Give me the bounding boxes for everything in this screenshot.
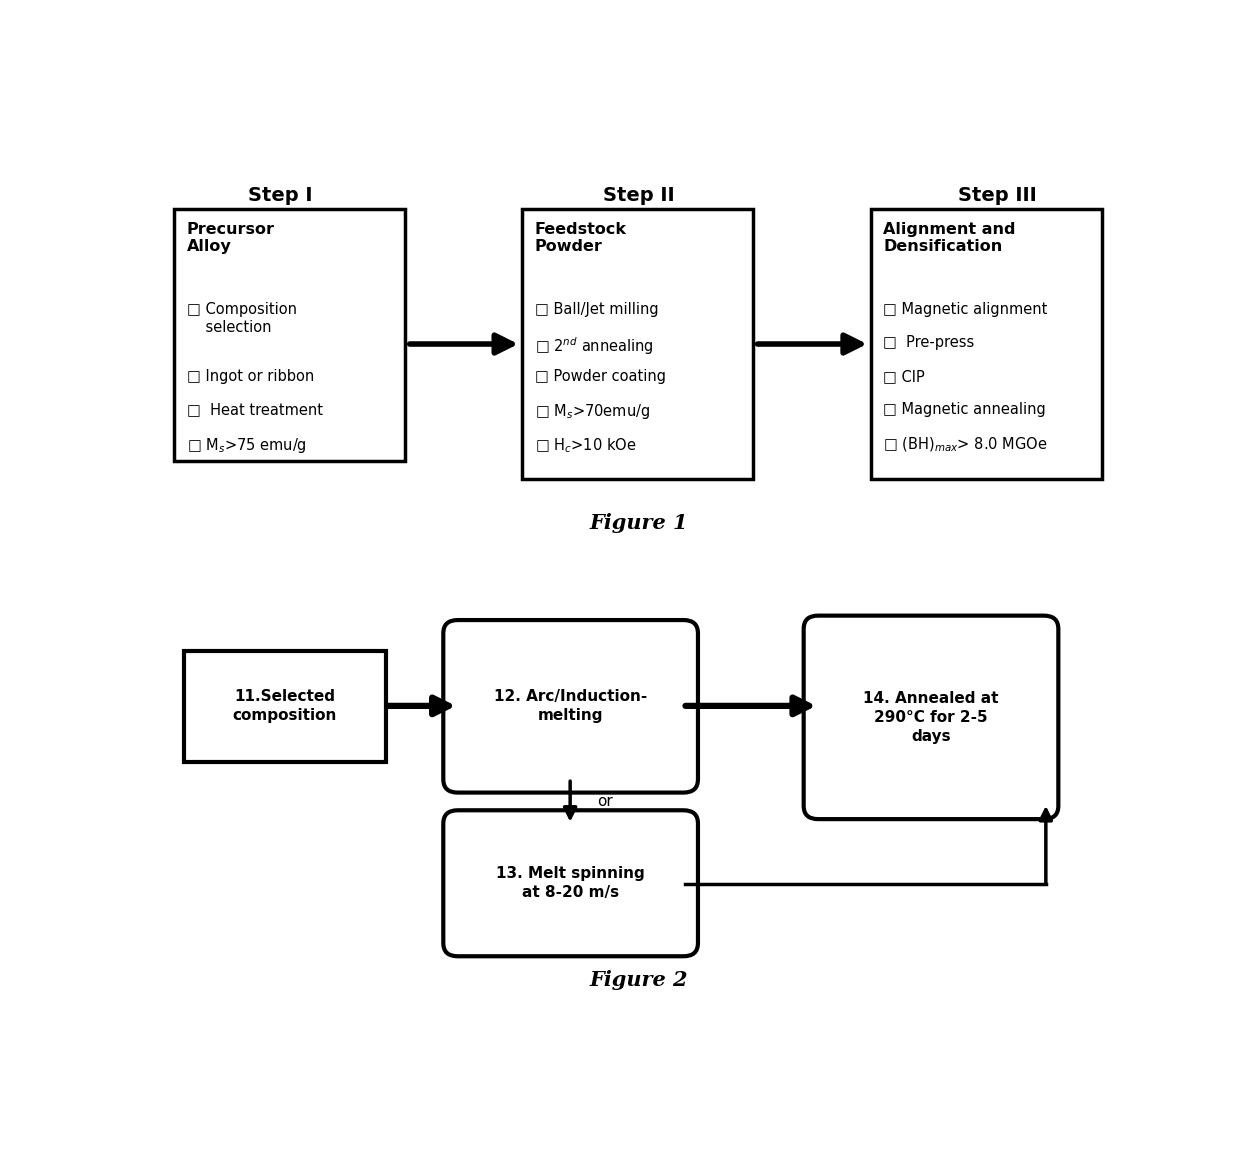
Text: □ M$_s$>75 emu/g: □ M$_s$>75 emu/g [187,435,306,455]
Text: Alignment and
Densification: Alignment and Densification [883,222,1016,254]
Text: Precursor
Alloy: Precursor Alloy [187,222,275,254]
Text: Feedstock
Powder: Feedstock Powder [534,222,626,254]
Text: □  Pre-press: □ Pre-press [883,336,975,350]
Text: Step III: Step III [959,186,1037,205]
Text: □ Magnetic alignment: □ Magnetic alignment [883,301,1048,317]
FancyBboxPatch shape [444,620,698,793]
Text: Step II: Step II [603,186,675,205]
FancyBboxPatch shape [522,209,753,478]
Text: 11.Selected
composition: 11.Selected composition [233,689,337,724]
Text: Figure 2: Figure 2 [589,970,688,990]
Text: □ Ball/Jet milling: □ Ball/Jet milling [534,301,658,317]
FancyBboxPatch shape [444,810,698,956]
Text: or: or [596,794,613,809]
FancyBboxPatch shape [174,209,404,461]
Text: Figure 1: Figure 1 [589,512,688,533]
Text: □ Composition
    selection: □ Composition selection [187,301,296,334]
Text: □ Powder coating: □ Powder coating [534,369,666,384]
Text: □ Ingot or ribbon: □ Ingot or ribbon [187,369,314,384]
Text: □ M$_s$>70emu/g: □ M$_s$>70emu/g [534,402,650,422]
Text: □ H$_c$>10 kOe: □ H$_c$>10 kOe [534,435,636,455]
Text: □ 2$^{nd}$ annealing: □ 2$^{nd}$ annealing [534,336,653,357]
FancyBboxPatch shape [184,651,386,762]
FancyBboxPatch shape [870,209,1101,478]
Text: Step I: Step I [248,186,312,205]
Text: 14. Annealed at
290°C for 2-5
days: 14. Annealed at 290°C for 2-5 days [863,691,998,745]
Text: □ CIP: □ CIP [883,369,925,384]
Text: □ (BH)$_{max}$> 8.0 MGOe: □ (BH)$_{max}$> 8.0 MGOe [883,435,1048,455]
Text: □  Heat treatment: □ Heat treatment [187,402,322,417]
Text: 12. Arc/Induction-
melting: 12. Arc/Induction- melting [494,689,647,724]
Text: □ Magnetic annealing: □ Magnetic annealing [883,402,1047,417]
Text: 13. Melt spinning
at 8-20 m/s: 13. Melt spinning at 8-20 m/s [496,866,645,901]
FancyBboxPatch shape [804,616,1058,819]
